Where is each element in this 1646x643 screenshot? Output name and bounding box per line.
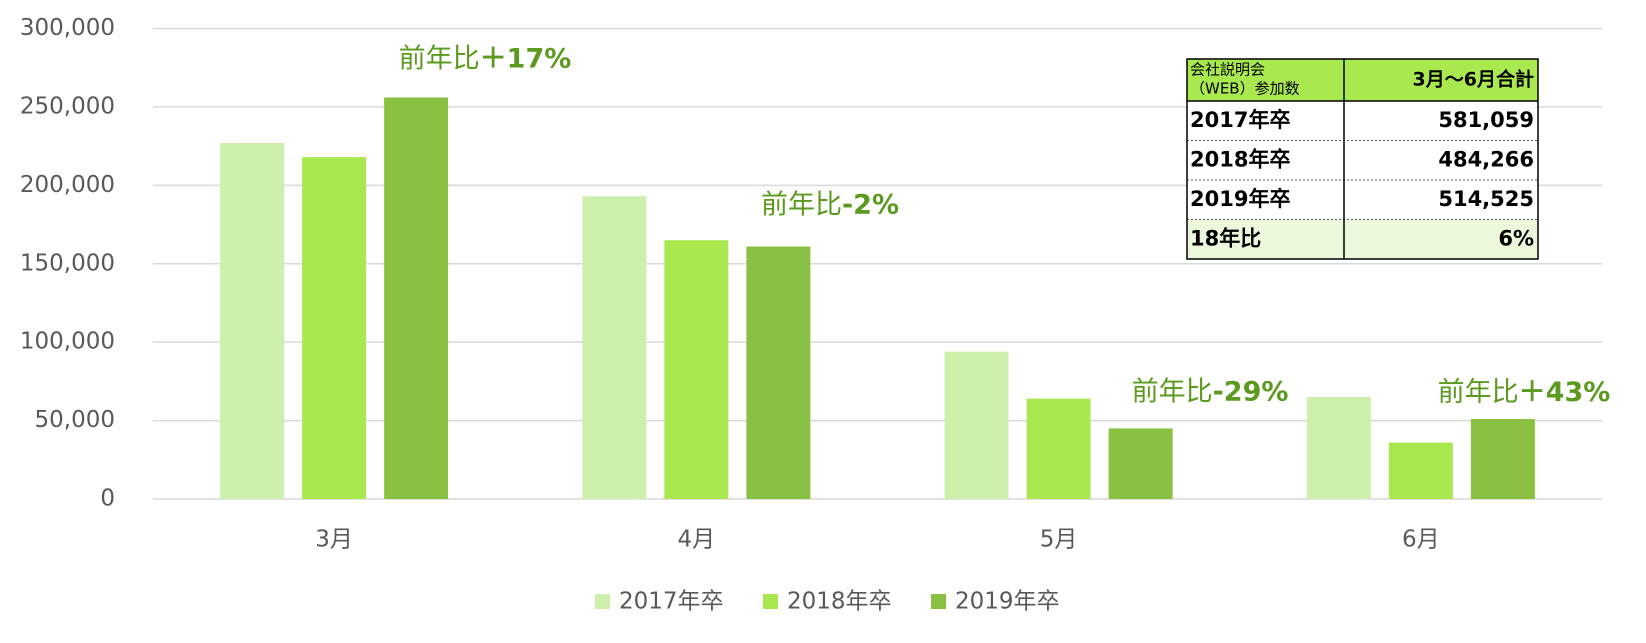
table-row-label: 2017年卒: [1190, 108, 1290, 132]
bar: [746, 246, 811, 499]
x-tick-label: 6月: [1402, 527, 1440, 553]
bar: [1470, 419, 1535, 499]
annotation: 前年比-2%: [761, 189, 899, 220]
annotation-change: ＋43%: [1519, 377, 1611, 408]
annotation: 前年比-29%: [1132, 376, 1289, 407]
annotation: 前年比＋17%: [399, 43, 572, 74]
bar: [384, 97, 449, 500]
x-tick-label: 3月: [315, 527, 353, 553]
table-row-bg: [1187, 180, 1538, 220]
annotation-change: -2%: [842, 189, 899, 220]
legend-label: 2018年卒: [787, 589, 892, 615]
legend-swatch: [931, 594, 946, 609]
y-tick-label: 300,000: [20, 15, 115, 41]
annotation-prefix: 前年比: [1132, 376, 1213, 407]
table-row-bg: [1187, 101, 1538, 141]
table-header-label: （WEB）参加数: [1190, 80, 1300, 98]
bar: [1026, 398, 1091, 499]
y-tick-label: 100,000: [20, 329, 115, 355]
annotation-prefix: 前年比: [1438, 377, 1519, 408]
bar: [582, 196, 647, 500]
table-row-label: 2019年卒: [1190, 187, 1290, 211]
y-tick-label: 0: [100, 486, 115, 512]
annotation-change: -29%: [1213, 376, 1289, 407]
bar: [944, 351, 1009, 499]
annotation: 前年比＋43%: [1438, 377, 1611, 408]
bar: [1108, 428, 1173, 499]
legend-label: 2017年卒: [619, 589, 724, 615]
table-header-label: 会社説明会: [1190, 61, 1265, 79]
annotation-prefix: 前年比: [399, 43, 480, 74]
table-row-label: 18年比: [1190, 226, 1261, 250]
table-border: [1186, 58, 1539, 260]
legend-swatch: [595, 594, 610, 609]
table-row-value: 514,525: [1438, 187, 1534, 211]
bar: [302, 157, 367, 499]
table-row-value: 484,266: [1438, 147, 1534, 171]
y-tick-label: 50,000: [35, 407, 115, 433]
legend-label: 2019年卒: [955, 589, 1060, 615]
bar: [664, 240, 729, 499]
y-tick-label: 200,000: [20, 172, 115, 198]
table-row-value: 6%: [1498, 226, 1534, 250]
table-row-value: 581,059: [1438, 108, 1534, 132]
x-tick-label: 4月: [678, 527, 716, 553]
y-tick-label: 150,000: [20, 250, 115, 276]
x-tick-label: 5月: [1040, 527, 1078, 553]
bar: [220, 142, 285, 499]
annotation-change: ＋17%: [480, 43, 572, 74]
legend-swatch: [763, 594, 778, 609]
y-tick-label: 250,000: [20, 93, 115, 119]
table-row-bg: [1187, 219, 1538, 259]
table-row-bg: [1187, 140, 1538, 180]
table-header-bg: [1187, 59, 1538, 101]
bar: [1306, 397, 1371, 499]
table-row-label: 2018年卒: [1190, 147, 1290, 171]
annotation-prefix: 前年比: [761, 189, 842, 220]
table-header-total: 3月～6月合計: [1413, 68, 1534, 91]
bar: [1388, 442, 1453, 499]
